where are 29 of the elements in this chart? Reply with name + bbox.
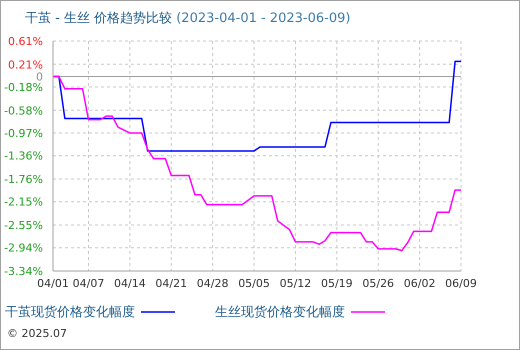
y-tick-label: -1.36% xyxy=(4,150,43,163)
x-tick-label: 05/19 xyxy=(320,276,353,290)
x-tick-label: 06/02 xyxy=(404,276,436,290)
y-tick-label: -1.76% xyxy=(4,173,43,186)
text: © 2025.07 xyxy=(7,327,67,340)
y-tick-label: -0.97% xyxy=(4,127,43,140)
y-tick-label: -0.18% xyxy=(4,81,43,94)
x-tick-label: 06/09 xyxy=(445,276,477,290)
y-tick-label: 0 xyxy=(36,70,43,84)
y-tick-label: -2.15% xyxy=(4,196,43,209)
x-tick-label: 04/21 xyxy=(155,276,188,290)
y-tick-label: -0.58% xyxy=(4,104,43,118)
x-tick-label: 05/12 xyxy=(280,276,312,290)
y-tick-label: 0.61% xyxy=(8,35,43,48)
legend-label: 生丝现货价格变化幅度 xyxy=(215,304,345,321)
x-tick-label: 04/14 xyxy=(114,276,146,290)
x-tick-label: 05/05 xyxy=(238,276,270,290)
y-tick-label: 0.21% xyxy=(8,58,43,72)
x-tick-label: 04/28 xyxy=(196,276,229,290)
chart-title: 干茧 - 生丝 价格趋势比较 xyxy=(25,11,172,26)
chart-subtitle: (2023-04-01 - 2023-06-09) xyxy=(176,11,350,26)
line-series xyxy=(53,76,461,252)
x-tick-label: 04/01 xyxy=(37,276,69,290)
x-tick-label: 05/26 xyxy=(362,276,394,290)
y-tick-label: -2.94% xyxy=(4,242,43,255)
y-tick-label: -2.55% xyxy=(4,219,43,232)
legend-label: 干茧现货价格变化幅度 xyxy=(5,304,135,321)
y-tick-label: -3.34% xyxy=(4,265,43,278)
x-tick-label: 04/07 xyxy=(72,276,104,290)
